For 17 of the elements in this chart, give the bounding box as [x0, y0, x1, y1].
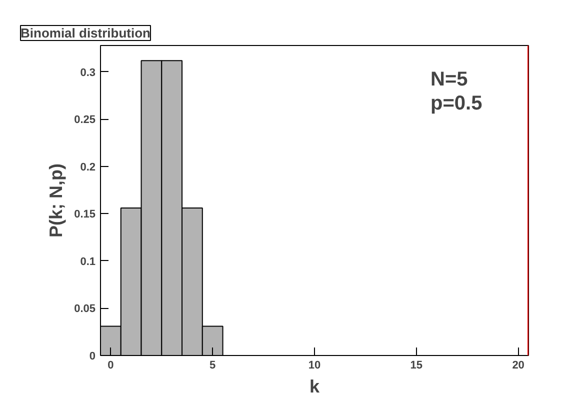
- y-tick-label: 0.05: [74, 303, 96, 316]
- y-axis-title: P(k; N,p): [46, 163, 66, 238]
- x-axis-title: k: [309, 376, 320, 396]
- y-tick-label: 0.15: [74, 208, 96, 221]
- x-tick-label: 0: [108, 360, 114, 372]
- y-tick-label: 0.1: [80, 256, 96, 268]
- y-tick-label: 0.25: [74, 114, 96, 126]
- x-tick-label: 20: [512, 360, 524, 372]
- chart-title: Binomial distribution: [20, 26, 151, 40]
- y-tick-label: 0.3: [80, 66, 96, 79]
- x-tick-label: 10: [308, 360, 321, 372]
- x-tick-label: 5: [210, 360, 216, 372]
- annotation: p=0.5: [430, 92, 482, 114]
- annotation: N=5: [430, 68, 468, 90]
- y-tick-label: 0: [89, 350, 96, 362]
- x-tick-label: 15: [410, 360, 423, 372]
- y-tick-label: 0.2: [80, 161, 96, 174]
